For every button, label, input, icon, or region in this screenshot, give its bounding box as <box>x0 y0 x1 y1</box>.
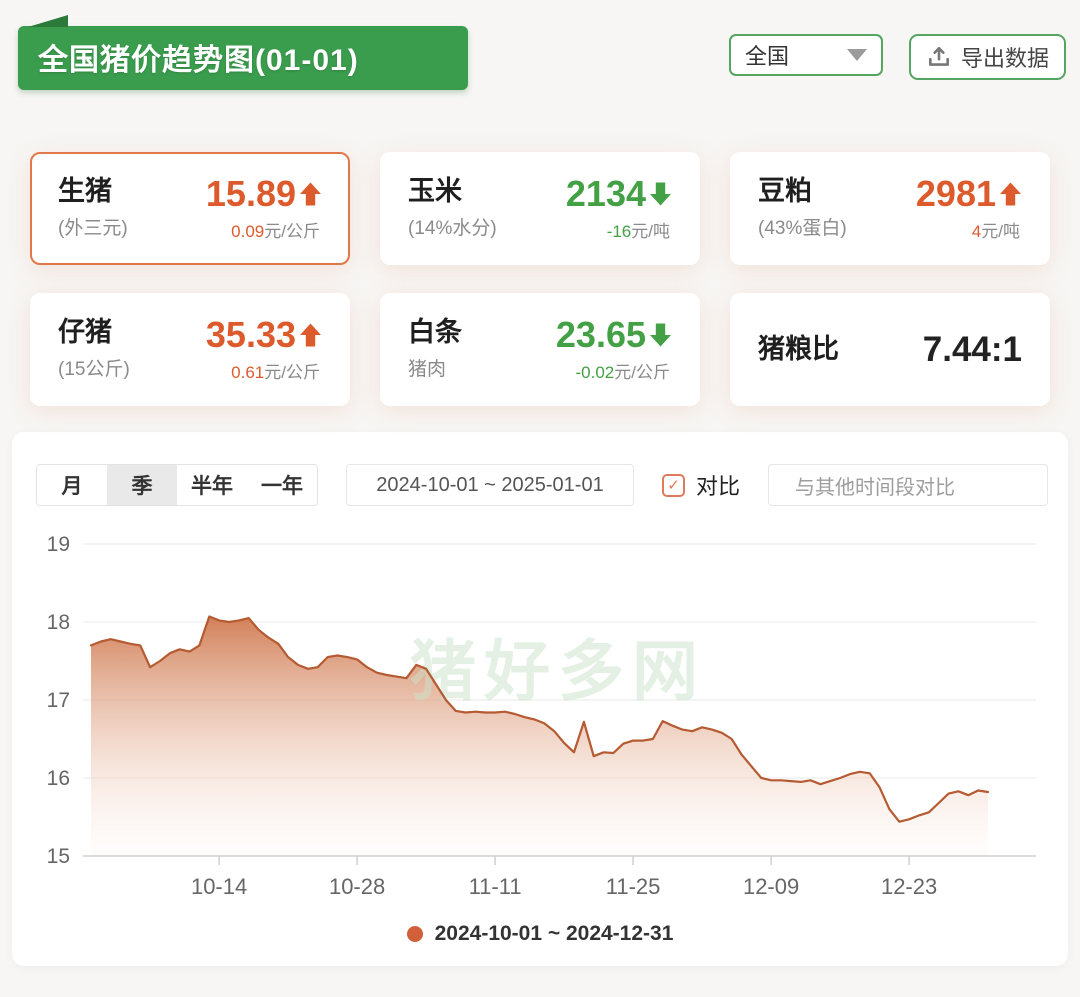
svg-text:12-09: 12-09 <box>743 874 799 899</box>
chevron-down-icon <box>846 49 867 61</box>
svg-text:19: 19 <box>47 533 70 556</box>
svg-text:17: 17 <box>47 689 70 712</box>
card-left: 仔猪 (15公斤) <box>58 316 130 382</box>
period-tabs: 月 季 半年 一年 <box>36 464 318 506</box>
card-change: -0.02元/公斤 <box>575 362 670 382</box>
card-right: 35.33 0.61元/公斤 <box>205 313 322 383</box>
card-value: 35.33 <box>205 313 296 355</box>
trend-chart-panel: 月 季 半年 一年 2024-10-01 ~ 2025-01-01 ✓ 对比 与… <box>12 432 1068 966</box>
chart-controls: 月 季 半年 一年 2024-10-01 ~ 2025-01-01 ✓ 对比 与… <box>28 464 1052 506</box>
card-pork-carcass[interactable]: 白条 猪肉 23.65 -0.02元/公斤 <box>380 293 700 406</box>
page-title-ribbon: 全国猪价趋势图(01-01) <box>18 15 468 90</box>
card-label: 猪粮比 <box>758 333 839 364</box>
region-dropdown[interactable]: 全国 <box>728 34 883 76</box>
card-sublabel: (外三元) <box>58 218 128 240</box>
export-data-label: 导出数据 <box>960 46 1049 71</box>
card-live-pig[interactable]: 生猪 (外三元) 15.89 0.09元/公斤 <box>30 152 350 265</box>
card-left: 玉米 (14%水分) <box>408 175 497 241</box>
svg-text:11-11: 11-11 <box>469 874 522 899</box>
date-range-picker[interactable]: 2024-10-01 ~ 2025-01-01 <box>346 464 634 506</box>
card-label: 豆粕 <box>758 175 812 206</box>
card-right: 7.44:1 <box>923 332 1022 367</box>
card-right: 15.89 0.09元/公斤 <box>205 172 322 242</box>
chart-area: 15 16 17 18 19 猪好多网 10-14 10-28 11-11 11-25 12-09 1… <box>28 522 1052 912</box>
compare-period-input[interactable]: 与其他时间段对比 <box>768 464 1049 506</box>
card-sublabel: (15公斤) <box>58 359 130 381</box>
svg-text:10-14: 10-14 <box>191 874 247 899</box>
svg-text:15: 15 <box>47 845 70 868</box>
legend-label: 2024-10-01 ~ 2024-12-31 <box>434 922 674 945</box>
card-label: 生猪 <box>58 175 112 206</box>
tab-quarter[interactable]: 季 <box>107 465 177 505</box>
export-data-button[interactable]: 导出数据 <box>908 34 1066 80</box>
card-left: 生猪 (外三元) <box>58 175 128 241</box>
card-piglet[interactable]: 仔猪 (15公斤) 35.33 0.61元/公斤 <box>30 293 350 406</box>
card-soybean-meal[interactable]: 豆粕 (43%蛋白) 2981 4元/吨 <box>730 152 1050 265</box>
svg-text:猪好多网: 猪好多网 <box>410 634 706 708</box>
card-right: 23.65 -0.02元/公斤 <box>555 313 672 383</box>
page-title: 全国猪价趋势图(01-01) <box>38 44 359 77</box>
check-icon: ✓ <box>667 477 680 494</box>
tab-half-year[interactable]: 半年 <box>177 465 247 505</box>
region-dropdown-value: 全国 <box>744 44 789 69</box>
chart-legend[interactable]: 2024-10-01 ~ 2024-12-31 <box>28 912 1052 960</box>
legend-dot-icon <box>406 926 423 942</box>
svg-text:16: 16 <box>47 767 70 790</box>
card-right: 2134 -16元/吨 <box>565 172 672 242</box>
trend-arrow-icon <box>649 322 672 348</box>
svg-text:12-23: 12-23 <box>881 874 937 899</box>
compare-label: 对比 <box>696 474 741 499</box>
card-value: 23.65 <box>555 313 646 355</box>
top-bar: 全国猪价趋势图(01-01) 全国 导出数据 <box>0 0 1080 90</box>
card-value: 2134 <box>565 172 646 214</box>
tab-year[interactable]: 一年 <box>247 465 317 505</box>
compare-checkbox[interactable]: ✓ <box>662 473 685 497</box>
card-label: 仔猪 <box>58 316 112 347</box>
card-sublabel: (14%水分) <box>408 218 497 240</box>
top-bar-actions: 全国 导出数据 <box>728 34 1066 80</box>
price-summary-cards: 生猪 (外三元) 15.89 0.09元/公斤 玉米 (14%水分) 2134 … <box>30 152 1050 406</box>
card-change: 4元/吨 <box>971 221 1020 241</box>
trend-arrow-icon <box>649 181 672 207</box>
card-change: 0.09元/公斤 <box>231 221 320 241</box>
svg-text:11-25: 11-25 <box>606 874 661 899</box>
card-right: 2981 4元/吨 <box>915 172 1022 242</box>
card-left: 豆粕 (43%蛋白) <box>758 175 847 241</box>
upload-icon <box>929 47 949 66</box>
card-value: 7.44:1 <box>922 330 1022 369</box>
card-value: 2981 <box>915 172 996 214</box>
svg-text:18: 18 <box>47 611 70 634</box>
card-change: 0.61元/公斤 <box>231 362 320 382</box>
card-sublabel: (43%蛋白) <box>758 218 847 240</box>
card-label: 白条 <box>408 316 462 347</box>
card-corn[interactable]: 玉米 (14%水分) 2134 -16元/吨 <box>380 152 700 265</box>
compare-toggle[interactable]: ✓ 对比 <box>662 469 740 501</box>
card-value: 15.89 <box>205 172 296 214</box>
price-trend-chart[interactable]: 15 16 17 18 19 猪好多网 10-14 10-28 11-11 11-25 12-09 1… <box>28 522 1068 912</box>
tab-month[interactable]: 月 <box>37 465 107 505</box>
trend-arrow-icon <box>299 322 322 348</box>
card-left: 猪粮比 <box>758 333 839 365</box>
card-left: 白条 猪肉 <box>408 316 462 382</box>
card-sublabel: 猪肉 <box>408 359 447 381</box>
ribbon-fold-decoration <box>28 15 68 27</box>
card-change: -16元/吨 <box>606 221 670 241</box>
svg-text:10-28: 10-28 <box>329 874 385 899</box>
trend-arrow-icon <box>999 181 1022 207</box>
trend-arrow-icon <box>299 181 322 207</box>
card-pig-grain-ratio[interactable]: 猪粮比 7.44:1 <box>730 293 1050 406</box>
card-label: 玉米 <box>408 175 462 206</box>
